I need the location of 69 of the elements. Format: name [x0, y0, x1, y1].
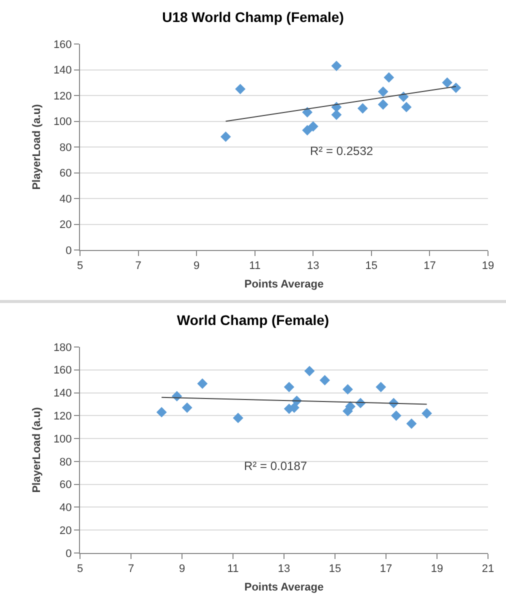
chart-title: U18 World Champ (Female): [162, 8, 344, 25]
x-axis-title: Points Average: [244, 278, 324, 290]
y-tick-label: 0: [66, 548, 72, 560]
point: [182, 402, 192, 413]
point: [342, 384, 353, 395]
point: [378, 86, 388, 97]
x-tick-label: 19: [482, 260, 494, 272]
x-tick-label: 7: [135, 260, 142, 272]
y-tick-label: 0: [66, 244, 72, 257]
y-tick-label: 20: [60, 219, 72, 232]
x-tick-label: 9: [178, 563, 186, 576]
point: [331, 60, 342, 72]
y-tick-label: 60: [60, 479, 72, 492]
point: [302, 125, 313, 136]
point: [331, 110, 342, 120]
x-tick-label: 15: [365, 260, 378, 272]
annotation: R² = 0.2532: [310, 144, 374, 158]
x-tick-label: 5: [76, 260, 84, 272]
point: [376, 382, 386, 392]
y-tick-label: 100: [53, 116, 72, 128]
chart-title: World Champ (Female): [176, 312, 330, 328]
point: [378, 99, 388, 110]
annotation: R² = 0.0187: [244, 459, 308, 473]
y-tick-label: 160: [53, 364, 72, 377]
y-axis-title: PlayerLoad (a.u): [31, 406, 44, 493]
point: [156, 407, 167, 418]
y-tick-label: 80: [60, 456, 72, 468]
x-tick-label: 17: [380, 563, 392, 576]
y-tick-label: 40: [60, 193, 72, 206]
point: [284, 382, 294, 392]
point: [235, 84, 246, 94]
y-tick-label: 100: [53, 433, 72, 446]
y-tick-label: 120: [53, 90, 72, 102]
point: [302, 107, 313, 118]
point: [197, 378, 208, 389]
point: [406, 418, 417, 429]
x-tick-label: 13: [307, 260, 320, 272]
point: [304, 366, 315, 376]
x-tick-label: 5: [76, 563, 84, 576]
x-tick-label: 11: [249, 260, 261, 272]
x-tick-label: 19: [430, 563, 444, 576]
x-tick-label: 7: [128, 563, 134, 576]
x-axis-title: Points Average: [244, 581, 324, 594]
point: [401, 102, 412, 112]
y-tick-label: 80: [60, 142, 72, 154]
y-tick-label: 140: [53, 388, 72, 400]
point: [391, 410, 402, 421]
y-tick-label: 40: [60, 502, 72, 514]
x-tick-label: 17: [424, 260, 436, 272]
point: [384, 72, 394, 83]
point: [422, 408, 432, 419]
y-tick-label: 180: [53, 342, 72, 354]
point: [442, 77, 452, 88]
point: [232, 412, 244, 424]
point: [308, 121, 318, 132]
y-axis-title: PlayerLoad (a.u): [31, 104, 44, 190]
point: [320, 374, 330, 386]
y-tick-label: 160: [53, 38, 72, 51]
x-tick-label: 13: [278, 563, 290, 576]
x-tick-label: 11: [227, 563, 239, 576]
x-tick-label: 9: [194, 260, 200, 272]
y-tick-label: 20: [60, 524, 72, 537]
y-tick-label: 60: [60, 168, 72, 180]
x-tick-label: 15: [328, 563, 342, 576]
point: [357, 103, 368, 114]
point: [220, 132, 231, 142]
y-tick-label: 120: [53, 410, 72, 423]
y-tick-label: 140: [53, 64, 72, 77]
x-tick-label: 21: [482, 563, 494, 576]
